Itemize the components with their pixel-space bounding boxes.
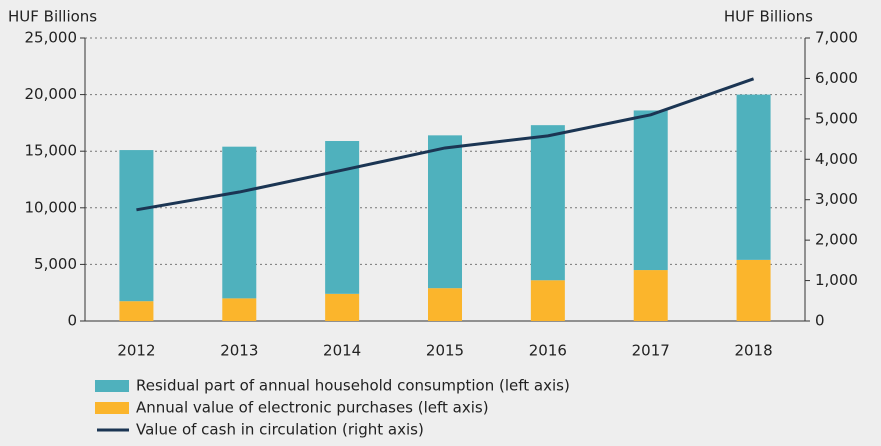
bar bbox=[119, 301, 154, 321]
x-tick-label: 2017 bbox=[632, 342, 670, 360]
y2-tick-label: 3,000 bbox=[815, 190, 858, 208]
bar bbox=[222, 298, 257, 321]
legend-swatch bbox=[95, 380, 129, 392]
line bbox=[136, 77, 755, 212]
y2-tick-label: 1,000 bbox=[815, 271, 858, 289]
bar bbox=[119, 150, 154, 302]
x-tick-label: 2012 bbox=[117, 342, 155, 360]
y-tick-label: 10,000 bbox=[25, 198, 78, 216]
y-tick-label: 15,000 bbox=[25, 142, 78, 160]
legend-label: Residual part of annual household consum… bbox=[136, 377, 570, 395]
bar bbox=[428, 135, 462, 289]
y-tick-label: 0 bbox=[67, 312, 77, 330]
bar bbox=[222, 146, 257, 299]
y-tick-label: 20,000 bbox=[25, 85, 78, 103]
bar bbox=[325, 293, 360, 321]
y-tick-label: 5,000 bbox=[34, 255, 77, 273]
y2-tick-label: 0 bbox=[815, 312, 825, 330]
legend-swatch bbox=[95, 402, 129, 414]
y2-axis-label: HUF Billions bbox=[724, 8, 813, 26]
bar bbox=[530, 280, 565, 321]
bar bbox=[736, 259, 771, 321]
y2-tick-label: 7,000 bbox=[815, 29, 858, 47]
x-tick-label: 2013 bbox=[220, 342, 258, 360]
bar bbox=[325, 141, 360, 294]
y2-tick-label: 2,000 bbox=[815, 231, 858, 249]
bar bbox=[530, 125, 565, 281]
bar bbox=[633, 270, 668, 321]
y2-tick-label: 6,000 bbox=[815, 69, 858, 87]
y2-tick-label: 4,000 bbox=[815, 150, 858, 168]
x-tick-label: 2014 bbox=[323, 342, 361, 360]
legend-label: Annual value of electronic purchases (le… bbox=[136, 399, 489, 417]
y-axis-label: HUF Billions bbox=[8, 8, 97, 26]
legend-label: Value of cash in circulation (right axis… bbox=[136, 421, 424, 439]
x-tick-label: 2016 bbox=[529, 342, 567, 360]
bar bbox=[428, 288, 462, 321]
y2-tick-label: 5,000 bbox=[815, 109, 858, 127]
x-tick-label: 2015 bbox=[426, 342, 464, 360]
bar bbox=[736, 94, 771, 260]
bar bbox=[633, 110, 668, 271]
x-tick-label: 2018 bbox=[734, 342, 772, 360]
y-tick-label: 25,000 bbox=[25, 29, 78, 47]
